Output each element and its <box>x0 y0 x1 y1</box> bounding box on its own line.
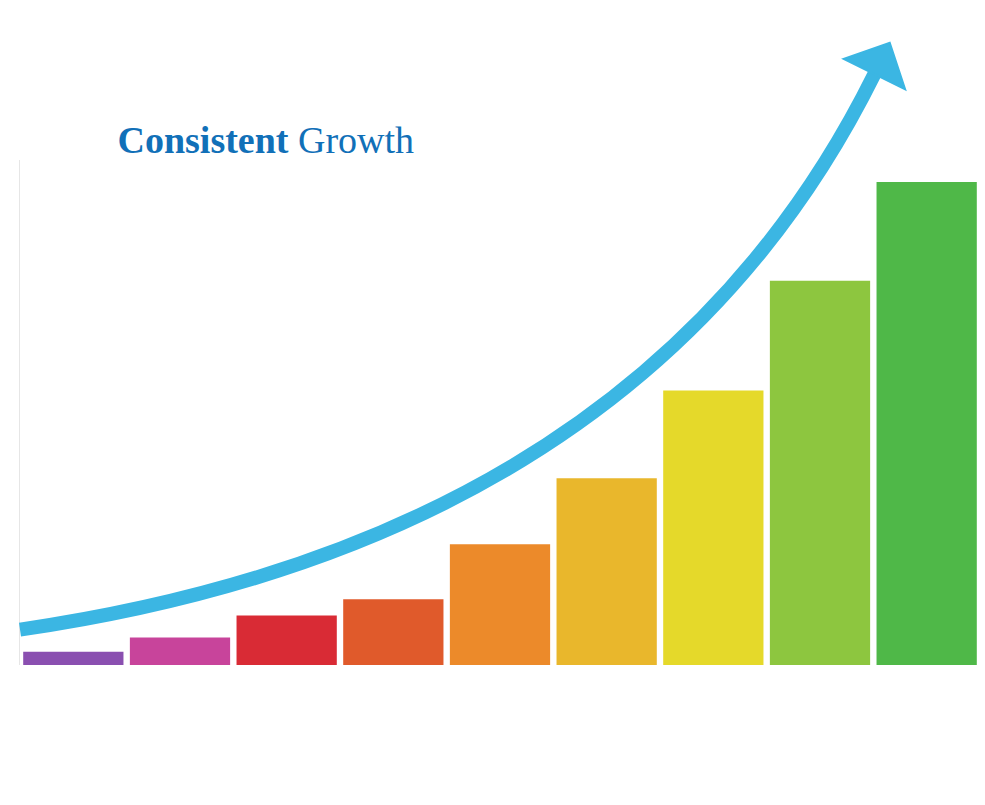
svg-text:Consistent Growth: Consistent Growth <box>117 119 414 161</box>
